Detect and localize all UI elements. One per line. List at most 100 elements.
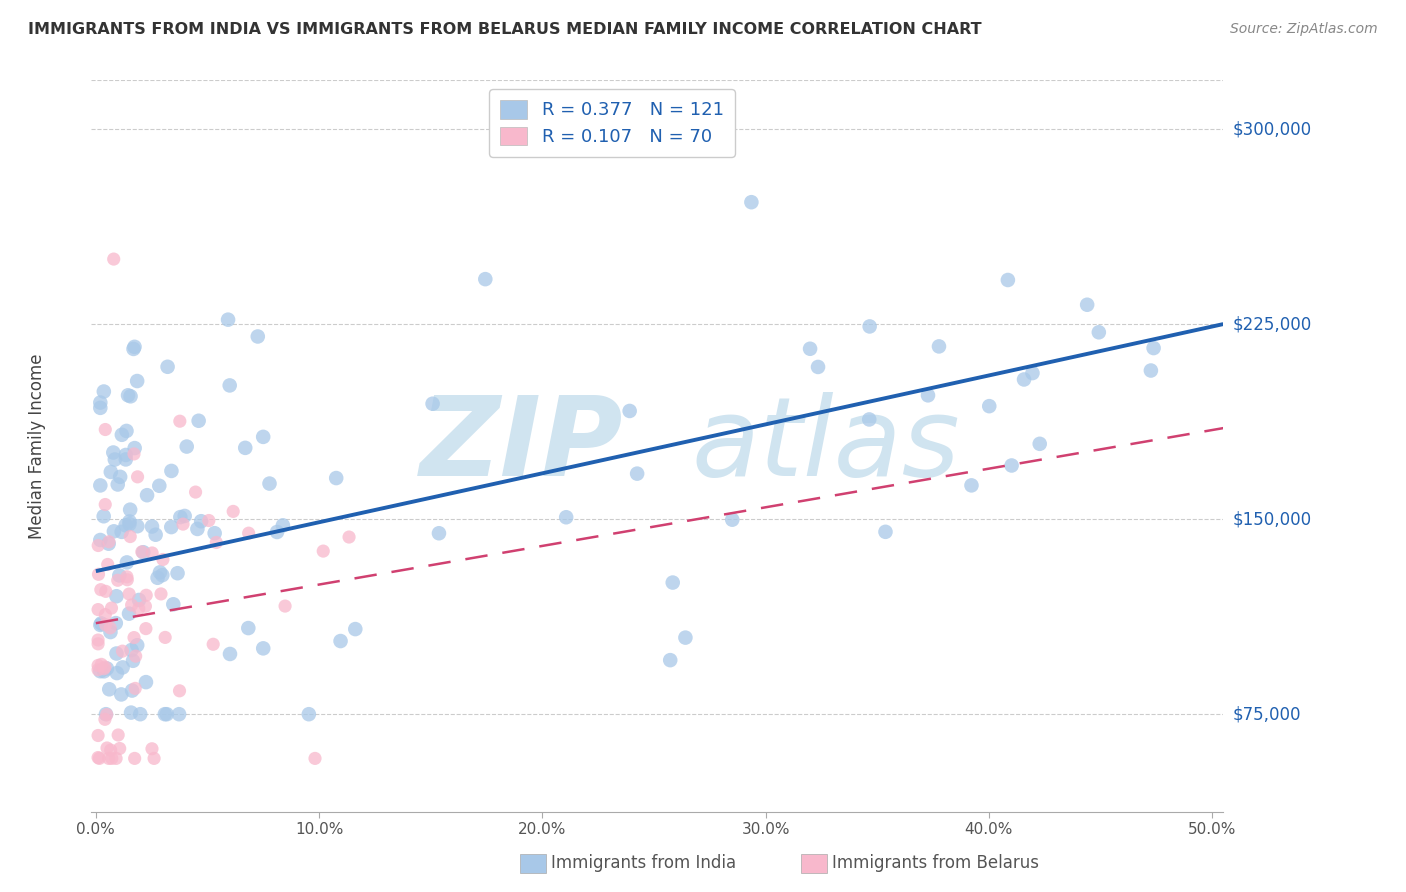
Point bbox=[115, 570, 138, 584]
Point bbox=[298, 707, 321, 722]
Point bbox=[115, 424, 138, 438]
Point bbox=[90, 657, 112, 672]
Point bbox=[114, 452, 136, 467]
Point bbox=[114, 448, 136, 462]
Point bbox=[252, 641, 274, 656]
Point bbox=[131, 545, 153, 559]
Point bbox=[89, 401, 111, 415]
Point bbox=[474, 272, 496, 286]
Text: IMMIGRANTS FROM INDIA VS IMMIGRANTS FROM BELARUS MEDIAN FAMILY INCOME CORRELATIO: IMMIGRANTS FROM INDIA VS IMMIGRANTS FROM… bbox=[28, 22, 981, 37]
Point bbox=[169, 510, 191, 524]
Point bbox=[87, 750, 110, 764]
Point bbox=[422, 397, 444, 411]
Point bbox=[104, 616, 127, 631]
Point bbox=[100, 465, 122, 479]
Point bbox=[721, 513, 744, 527]
Point bbox=[329, 634, 352, 648]
Point bbox=[101, 751, 124, 765]
Point bbox=[89, 618, 111, 632]
Point bbox=[94, 584, 117, 599]
Point bbox=[150, 587, 173, 601]
Point bbox=[198, 514, 221, 528]
Point bbox=[160, 520, 183, 534]
Point bbox=[1012, 372, 1035, 386]
Point bbox=[673, 631, 696, 645]
Point bbox=[104, 452, 127, 467]
Point bbox=[979, 399, 1001, 413]
Point bbox=[166, 566, 188, 581]
Point bbox=[271, 518, 294, 533]
Point bbox=[169, 414, 191, 428]
Point bbox=[103, 524, 125, 539]
Point bbox=[135, 588, 157, 602]
Point bbox=[120, 706, 142, 720]
Point bbox=[135, 675, 157, 690]
Point bbox=[100, 625, 122, 640]
Point bbox=[160, 464, 183, 478]
Text: Median Family Income: Median Family Income bbox=[28, 353, 46, 539]
Point bbox=[90, 582, 112, 597]
Point bbox=[149, 566, 172, 580]
Point bbox=[97, 558, 120, 572]
Point bbox=[111, 644, 134, 658]
Point bbox=[94, 498, 117, 512]
Point bbox=[128, 593, 150, 607]
Point bbox=[100, 601, 122, 615]
Point bbox=[105, 751, 128, 765]
Point bbox=[127, 519, 149, 533]
Point bbox=[146, 571, 169, 585]
Point bbox=[132, 545, 155, 559]
Point bbox=[118, 515, 141, 529]
Point bbox=[162, 597, 184, 611]
Point bbox=[122, 447, 145, 461]
Point bbox=[124, 681, 146, 696]
Point bbox=[96, 707, 118, 722]
Point bbox=[89, 751, 111, 765]
Point bbox=[259, 476, 281, 491]
Point bbox=[246, 329, 269, 343]
Point bbox=[266, 524, 288, 539]
Point bbox=[153, 707, 176, 722]
Point bbox=[124, 751, 146, 765]
Point bbox=[134, 599, 156, 614]
Point bbox=[93, 384, 115, 399]
Point bbox=[204, 526, 226, 541]
Point bbox=[89, 533, 111, 547]
Point bbox=[124, 340, 146, 354]
Point bbox=[427, 526, 450, 541]
Point bbox=[190, 514, 212, 528]
Point bbox=[94, 423, 117, 437]
Point bbox=[233, 441, 256, 455]
Point bbox=[626, 467, 648, 481]
Point bbox=[111, 660, 134, 674]
Point bbox=[96, 741, 118, 756]
Point bbox=[89, 478, 111, 492]
Point bbox=[141, 546, 163, 560]
Point bbox=[150, 568, 173, 582]
Point bbox=[120, 389, 142, 403]
Point bbox=[87, 663, 110, 677]
Point bbox=[108, 568, 131, 582]
Point bbox=[108, 470, 131, 484]
Point bbox=[176, 440, 198, 454]
Point bbox=[121, 598, 143, 612]
Point bbox=[167, 707, 190, 722]
Point bbox=[187, 414, 209, 428]
Point bbox=[107, 728, 129, 742]
Point bbox=[218, 378, 240, 392]
Point bbox=[145, 527, 167, 541]
Point bbox=[169, 683, 191, 698]
Point bbox=[98, 682, 121, 697]
Point bbox=[205, 535, 228, 549]
Point bbox=[124, 441, 146, 455]
Point bbox=[619, 404, 641, 418]
Point bbox=[1088, 326, 1111, 340]
Point bbox=[103, 445, 125, 459]
Point bbox=[325, 471, 347, 485]
Point bbox=[152, 552, 174, 566]
Point bbox=[1021, 366, 1043, 380]
Point bbox=[87, 658, 110, 673]
Point bbox=[97, 537, 120, 551]
Text: atlas: atlas bbox=[692, 392, 960, 500]
Point bbox=[107, 477, 129, 491]
